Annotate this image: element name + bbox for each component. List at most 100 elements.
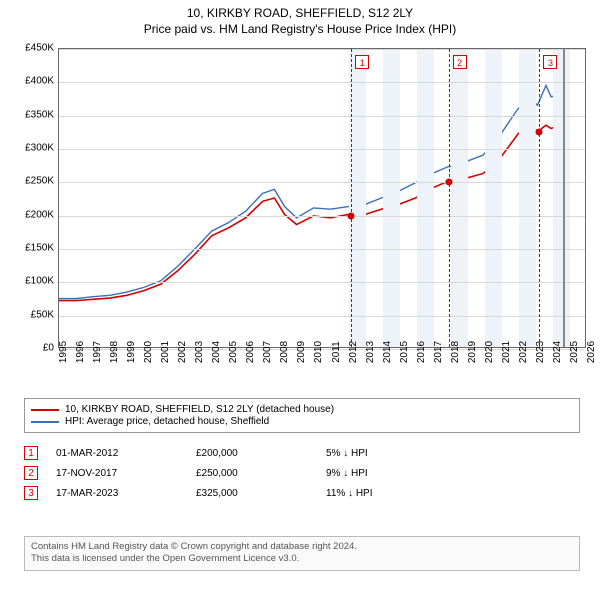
shaded-band <box>417 49 434 347</box>
gridline-h <box>59 216 585 217</box>
title-address: 10, KIRKBY ROAD, SHEFFIELD, S12 2LY <box>0 6 600 20</box>
x-tick-label: 2012 <box>348 341 359 363</box>
y-tick-label: £450K <box>25 43 54 54</box>
sale-row-price: £250,000 <box>196 468 326 479</box>
shaded-band <box>451 49 468 347</box>
y-tick-label: £0 <box>43 343 54 354</box>
y-tick-label: £400K <box>25 76 54 87</box>
sale-row-date: 17-NOV-2017 <box>56 468 196 479</box>
titles: 10, KIRKBY ROAD, SHEFFIELD, S12 2LY Pric… <box>0 0 600 36</box>
gridline-h <box>59 116 585 117</box>
legend-label: HPI: Average price, detached house, Shef… <box>65 416 269 427</box>
legend-row: HPI: Average price, detached house, Shef… <box>31 416 573 427</box>
sale-row: 3 17-MAR-2023£325,00011% ↓ HPI <box>24 486 580 500</box>
x-tick-label: 2025 <box>569 341 580 363</box>
gridline-h <box>59 316 585 317</box>
x-tick-label: 2009 <box>296 341 307 363</box>
sale-row-price: £325,000 <box>196 488 326 499</box>
x-tick-label: 1997 <box>92 341 103 363</box>
sale-row-price: £200,000 <box>196 448 326 459</box>
x-tick-label: 2026 <box>586 341 597 363</box>
x-tick-label: 1998 <box>109 341 120 363</box>
footer-line1: Contains HM Land Registry data © Crown c… <box>31 541 573 553</box>
shaded-band <box>553 49 570 347</box>
x-tick-label: 2023 <box>535 341 546 363</box>
legend-swatch <box>31 409 59 411</box>
legend: 10, KIRKBY ROAD, SHEFFIELD, S12 2LY (det… <box>24 398 580 433</box>
footer: Contains HM Land Registry data © Crown c… <box>24 536 580 571</box>
sale-point <box>445 179 452 186</box>
sale-row-diff: 9% ↓ HPI <box>326 468 368 479</box>
gridline-h <box>59 282 585 283</box>
x-tick-label: 2003 <box>194 341 205 363</box>
y-axis: £0£50K£100K£150K£200K£250K£300K£350K£400… <box>8 48 58 348</box>
x-tick-label: 2010 <box>313 341 324 363</box>
x-tick-label: 2005 <box>228 341 239 363</box>
legend-row: 10, KIRKBY ROAD, SHEFFIELD, S12 2LY (det… <box>31 404 573 415</box>
legend-swatch <box>31 421 59 423</box>
y-tick-label: £250K <box>25 176 54 187</box>
x-tick-label: 1996 <box>75 341 86 363</box>
x-tick-label: 2018 <box>450 341 461 363</box>
gridline-h <box>59 49 585 50</box>
page: 10, KIRKBY ROAD, SHEFFIELD, S12 2LY Pric… <box>0 0 600 590</box>
sale-row-badge: 3 <box>24 486 38 500</box>
x-tick-label: 2024 <box>552 341 563 363</box>
x-tick-label: 2021 <box>501 341 512 363</box>
x-axis: 1995199619971998199920002001200220032004… <box>58 350 586 394</box>
chart: £0 £50K £100K £150K £200K £250K £300K £350K £400… <box>8 44 592 394</box>
x-tick-label: 2013 <box>365 341 376 363</box>
title-subtitle: Price paid vs. HM Land Registry's House … <box>0 22 600 36</box>
sale-row-diff: 11% ↓ HPI <box>326 488 373 499</box>
x-tick-label: 2004 <box>211 341 222 363</box>
y-tick-label: £150K <box>25 243 54 254</box>
sale-row-badge: 2 <box>24 466 38 480</box>
sale-marker-badge: 1 <box>355 55 369 69</box>
sale-marker-line <box>449 49 450 347</box>
x-tick-label: 2001 <box>160 341 171 363</box>
x-tick-label: 1999 <box>126 341 137 363</box>
x-tick-label: 2014 <box>382 341 393 363</box>
x-tick-label: 2008 <box>279 341 290 363</box>
x-tick-label: 2017 <box>433 341 444 363</box>
sale-marker-badge: 3 <box>543 55 557 69</box>
gridline-h <box>59 249 585 250</box>
series-lines <box>59 49 585 347</box>
x-tick-label: 2019 <box>467 341 478 363</box>
sale-row-diff: 5% ↓ HPI <box>326 448 368 459</box>
sale-row: 2 17-NOV-2017£250,0009% ↓ HPI <box>24 466 580 480</box>
y-tick-label: £300K <box>25 143 54 154</box>
shaded-band <box>383 49 400 347</box>
x-tick-label: 2015 <box>399 341 410 363</box>
x-tick-label: 2022 <box>518 341 529 363</box>
x-tick-label: 2000 <box>143 341 154 363</box>
sale-row-date: 01-MAR-2012 <box>56 448 196 459</box>
y-tick-label: £50K <box>31 309 54 320</box>
y-tick-label: £350K <box>25 109 54 120</box>
legend-label: 10, KIRKBY ROAD, SHEFFIELD, S12 2LY (det… <box>65 404 334 415</box>
sales-table: 1 01-MAR-2012£200,0005% ↓ HPI 2 17-NOV-2017… <box>24 440 580 506</box>
sale-row-date: 17-MAR-2023 <box>56 488 196 499</box>
x-tick-label: 2016 <box>416 341 427 363</box>
now-line <box>563 49 565 347</box>
sale-row-badge: 1 <box>24 446 38 460</box>
x-tick-label: 2002 <box>177 341 188 363</box>
sale-row: 1 01-MAR-2012£200,0005% ↓ HPI <box>24 446 580 460</box>
sale-marker-badge: 2 <box>453 55 467 69</box>
gridline-h <box>59 82 585 83</box>
sale-marker-line <box>351 49 352 347</box>
x-tick-label: 2006 <box>245 341 256 363</box>
sale-marker-line <box>539 49 540 347</box>
footer-line2: This data is licensed under the Open Gov… <box>31 553 573 565</box>
plot-area: 1 2 3 <box>58 48 586 348</box>
sale-point <box>348 212 355 219</box>
y-tick-label: £100K <box>25 276 54 287</box>
y-tick-label: £200K <box>25 209 54 220</box>
x-tick-label: 2011 <box>331 341 342 363</box>
shaded-band <box>519 49 536 347</box>
gridline-h <box>59 149 585 150</box>
x-tick-label: 2007 <box>262 341 273 363</box>
gridline-h <box>59 182 585 183</box>
sale-point <box>536 129 543 136</box>
x-tick-label: 1995 <box>58 341 69 363</box>
